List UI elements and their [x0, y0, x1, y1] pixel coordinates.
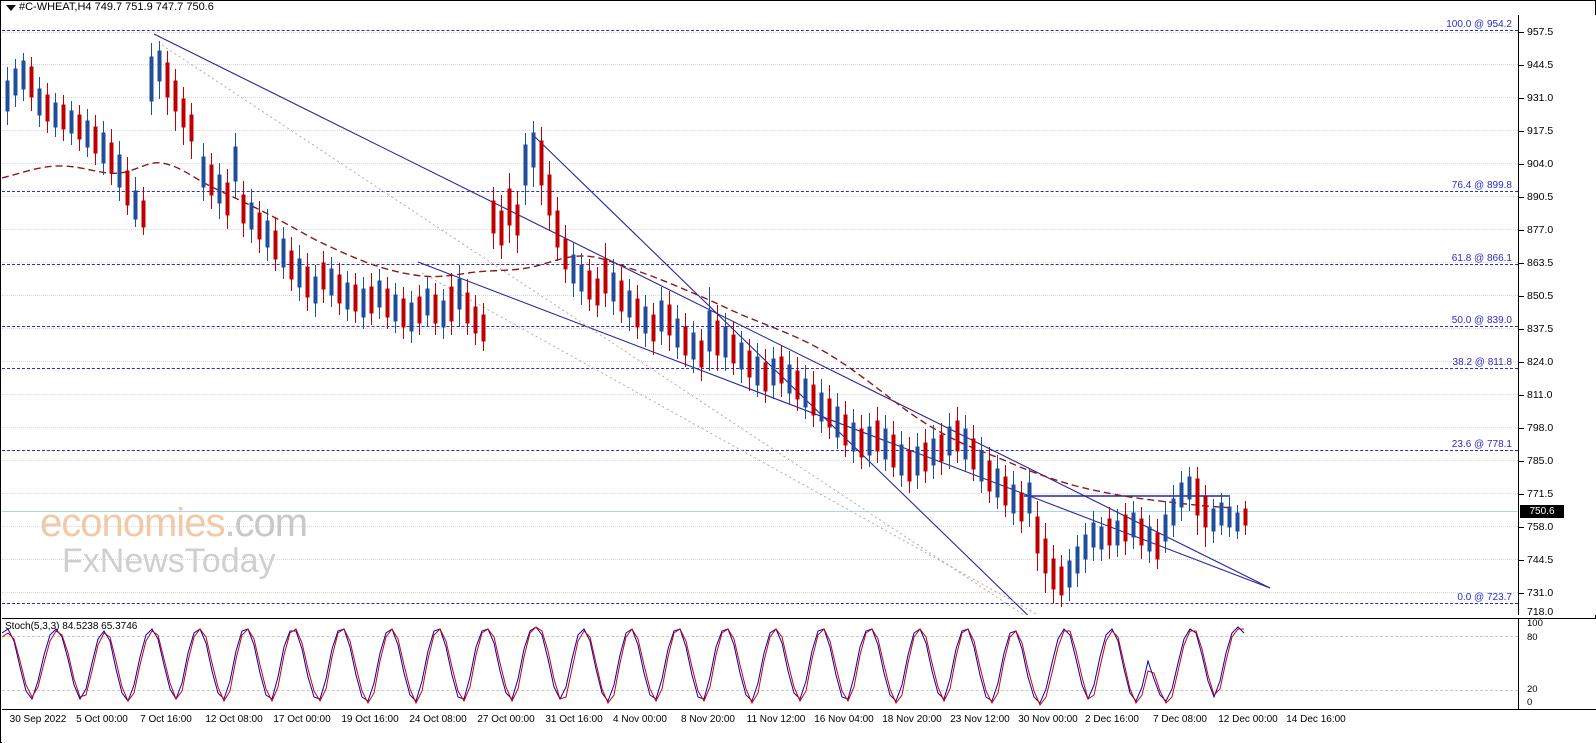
- time-tick: 24 Oct 08:00: [409, 714, 467, 725]
- fib-line-382: [2, 368, 1518, 369]
- time-tick: 8 Nov 20:00: [681, 714, 735, 725]
- fib-line-0: [2, 603, 1518, 604]
- gridline: [2, 559, 1518, 560]
- fib-line-100: [2, 30, 1518, 31]
- guide-lines: [161, 44, 1039, 615]
- current-price-badge: 750.6: [1520, 505, 1564, 518]
- time-tick: 23 Nov 12:00: [950, 714, 1010, 725]
- chart-header: #C-WHEAT,H4 749.7 751.9 747.7 750.6: [1, 1, 1596, 15]
- time-tick: 16 Nov 04:00: [814, 714, 874, 725]
- time-axis[interactable]: 30 Sep 2022 5 Oct 00:00 7 Oct 16:00 12 O…: [2, 709, 1596, 743]
- fib-label-764: 76.4 @ 899.8: [1451, 180, 1512, 191]
- fib-label-236: 23.6 @ 778.1: [1451, 439, 1512, 450]
- time-tick: 7 Oct 16:00: [140, 714, 192, 725]
- price-tick: 731.0: [1527, 587, 1554, 599]
- stoch-tick: 0: [1527, 697, 1533, 708]
- time-tick: 12 Oct 08:00: [205, 714, 263, 725]
- price-tick: 744.5: [1527, 554, 1554, 566]
- indicator-label: Stoch(5,3,3) 84.5238 65.3746: [5, 621, 138, 632]
- gridline: [2, 592, 1518, 593]
- fib-label-618: 61.8 @ 866.1: [1451, 253, 1512, 264]
- fib-line-236: [2, 450, 1518, 451]
- gridline: [2, 493, 1518, 494]
- moving-average-line: [2, 162, 1235, 509]
- current-price-line: [2, 511, 1518, 512]
- fib-line-50: [2, 326, 1518, 327]
- candlestick-series: [5, 41, 1248, 607]
- time-tick: 17 Oct 00:00: [273, 714, 331, 725]
- price-tick: 798.0: [1527, 422, 1554, 434]
- price-tick: 758.0: [1527, 521, 1554, 533]
- price-axis[interactable]: 957.5 944.5 931.0 917.5 904.0 890.5 877.…: [1518, 15, 1596, 618]
- price-tick: 877.0: [1527, 224, 1554, 236]
- fib-label-100: 100.0 @ 954.2: [1446, 19, 1512, 30]
- time-tick: 14 Dec 16:00: [1286, 714, 1346, 725]
- time-tick: 11 Nov 12:00: [746, 714, 806, 725]
- stochastic-lines: [2, 626, 1245, 706]
- price-tick: 917.5: [1527, 125, 1554, 137]
- gridline: [2, 163, 1518, 164]
- time-tick: 4 Nov 00:00: [613, 714, 667, 725]
- gridline: [2, 32, 1518, 33]
- time-tick: 7 Dec 08:00: [1153, 714, 1207, 725]
- chart-drawing-layer: [2, 33, 1271, 615]
- gridline: [2, 196, 1518, 197]
- gridline: [2, 229, 1518, 230]
- gridline: [2, 427, 1518, 428]
- price-chart-pane[interactable]: 100.0 @ 954.2 76.4 @ 899.8 61.8 @ 866.1 …: [2, 15, 1518, 615]
- price-tick: 957.5: [1527, 26, 1554, 38]
- time-tick: 30 Sep 2022: [9, 714, 67, 725]
- price-tick: 718.0: [1527, 606, 1554, 618]
- price-tick: 811.0: [1527, 389, 1553, 401]
- stoch-tick: 100: [1527, 618, 1543, 629]
- price-tick: 890.5: [1527, 191, 1554, 203]
- fib-label-0: 0.0 @ 723.7: [1457, 592, 1512, 603]
- watermark-fxnewstoday: FxNewsToday: [62, 542, 276, 580]
- fib-label-382: 38.2 @ 811.8: [1452, 357, 1512, 368]
- gridline: [2, 130, 1518, 131]
- stoch-oversold-line: [2, 690, 1518, 691]
- time-tick: 31 Oct 16:00: [545, 714, 603, 725]
- time-tick: 12 Dec 00:00: [1218, 714, 1278, 725]
- page-title: #C-WHEAT,H4 749.7 751.9 747.7 750.6: [19, 1, 214, 13]
- gridline: [2, 361, 1518, 362]
- price-tick: 850.5: [1527, 290, 1554, 302]
- price-tick: 863.5: [1527, 257, 1554, 269]
- price-tick: 931.0: [1527, 92, 1554, 104]
- time-tick: 30 Nov 00:00: [1018, 714, 1078, 725]
- gridline: [2, 526, 1518, 527]
- stoch-overbought-line: [2, 636, 1518, 637]
- stoch-tick: 20: [1527, 684, 1538, 695]
- price-tick: 771.5: [1527, 488, 1554, 500]
- watermark-economies: economies.com: [40, 501, 308, 545]
- price-tick: 837.5: [1527, 323, 1554, 335]
- gridline: [2, 394, 1518, 395]
- gridline: [2, 97, 1518, 98]
- gridline: [2, 295, 1518, 296]
- fib-line-76: [2, 191, 1518, 192]
- indicator-axis: 100 80 20 0: [1518, 618, 1596, 709]
- price-tick: 785.0: [1527, 455, 1554, 467]
- fib-line-618: [2, 264, 1518, 265]
- time-tick: 2 Dec 16:00: [1085, 714, 1139, 725]
- price-tick: 824.0: [1527, 356, 1554, 368]
- gridline: [2, 328, 1518, 329]
- stoch-tick: 80: [1527, 632, 1538, 643]
- time-tick: 27 Oct 00:00: [477, 714, 535, 725]
- time-tick: 18 Nov 20:00: [882, 714, 942, 725]
- time-tick: 19 Oct 16:00: [341, 714, 399, 725]
- gridline: [2, 64, 1518, 65]
- gridline: [2, 262, 1518, 263]
- stochastic-pane[interactable]: [2, 618, 1518, 709]
- caret-down-icon[interactable]: [6, 5, 16, 11]
- fib-label-50: 50.0 @ 839.0: [1451, 315, 1512, 326]
- time-tick: 5 Oct 00:00: [76, 714, 128, 725]
- price-tick: 944.5: [1527, 59, 1554, 71]
- price-tick: 904.0: [1527, 158, 1554, 170]
